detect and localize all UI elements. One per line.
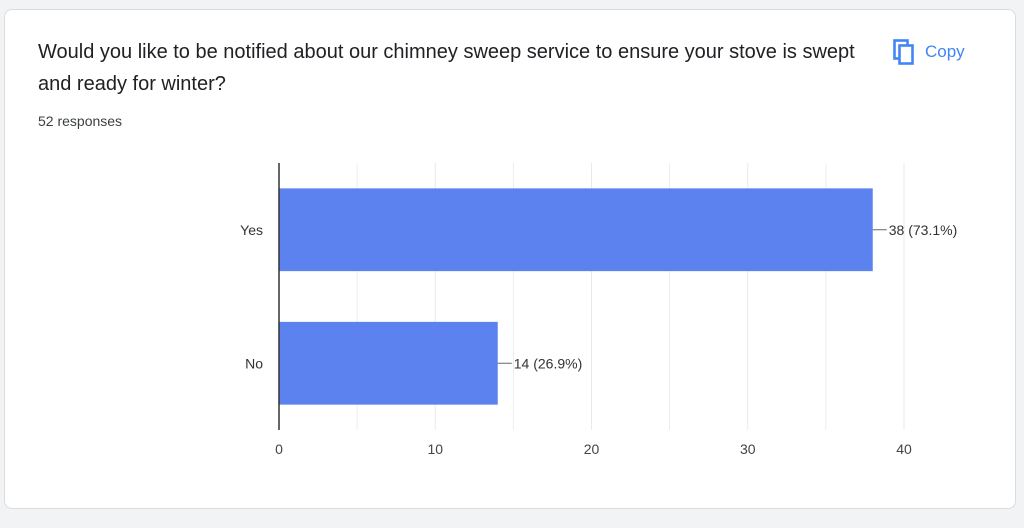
x-tick-label: 30 [740,441,756,457]
x-tick-label: 40 [896,441,912,457]
question-title: Would you like to be notified about our … [38,41,855,95]
data-label: 14 (26.9%) [514,355,582,371]
bar-yes[interactable] [279,188,873,272]
bar-no[interactable] [279,321,498,405]
x-tick-label: 10 [427,441,443,457]
x-tick-label: 20 [584,441,600,457]
copy-label: Copy [925,42,965,61]
response-count: 52 responses [38,113,123,129]
data-label: 38 (73.1%) [889,222,957,238]
copy-icon [893,39,915,65]
bars [279,188,873,405]
labels: 0 10 20 30 40 38 (73.1%) Yes 14 (26.9%) No [240,222,957,457]
copy-button[interactable]: Copy [885,34,973,70]
x-tick-label: 0 [275,441,283,457]
y-category-label: No [245,355,263,371]
y-category-label: Yes [240,222,263,238]
